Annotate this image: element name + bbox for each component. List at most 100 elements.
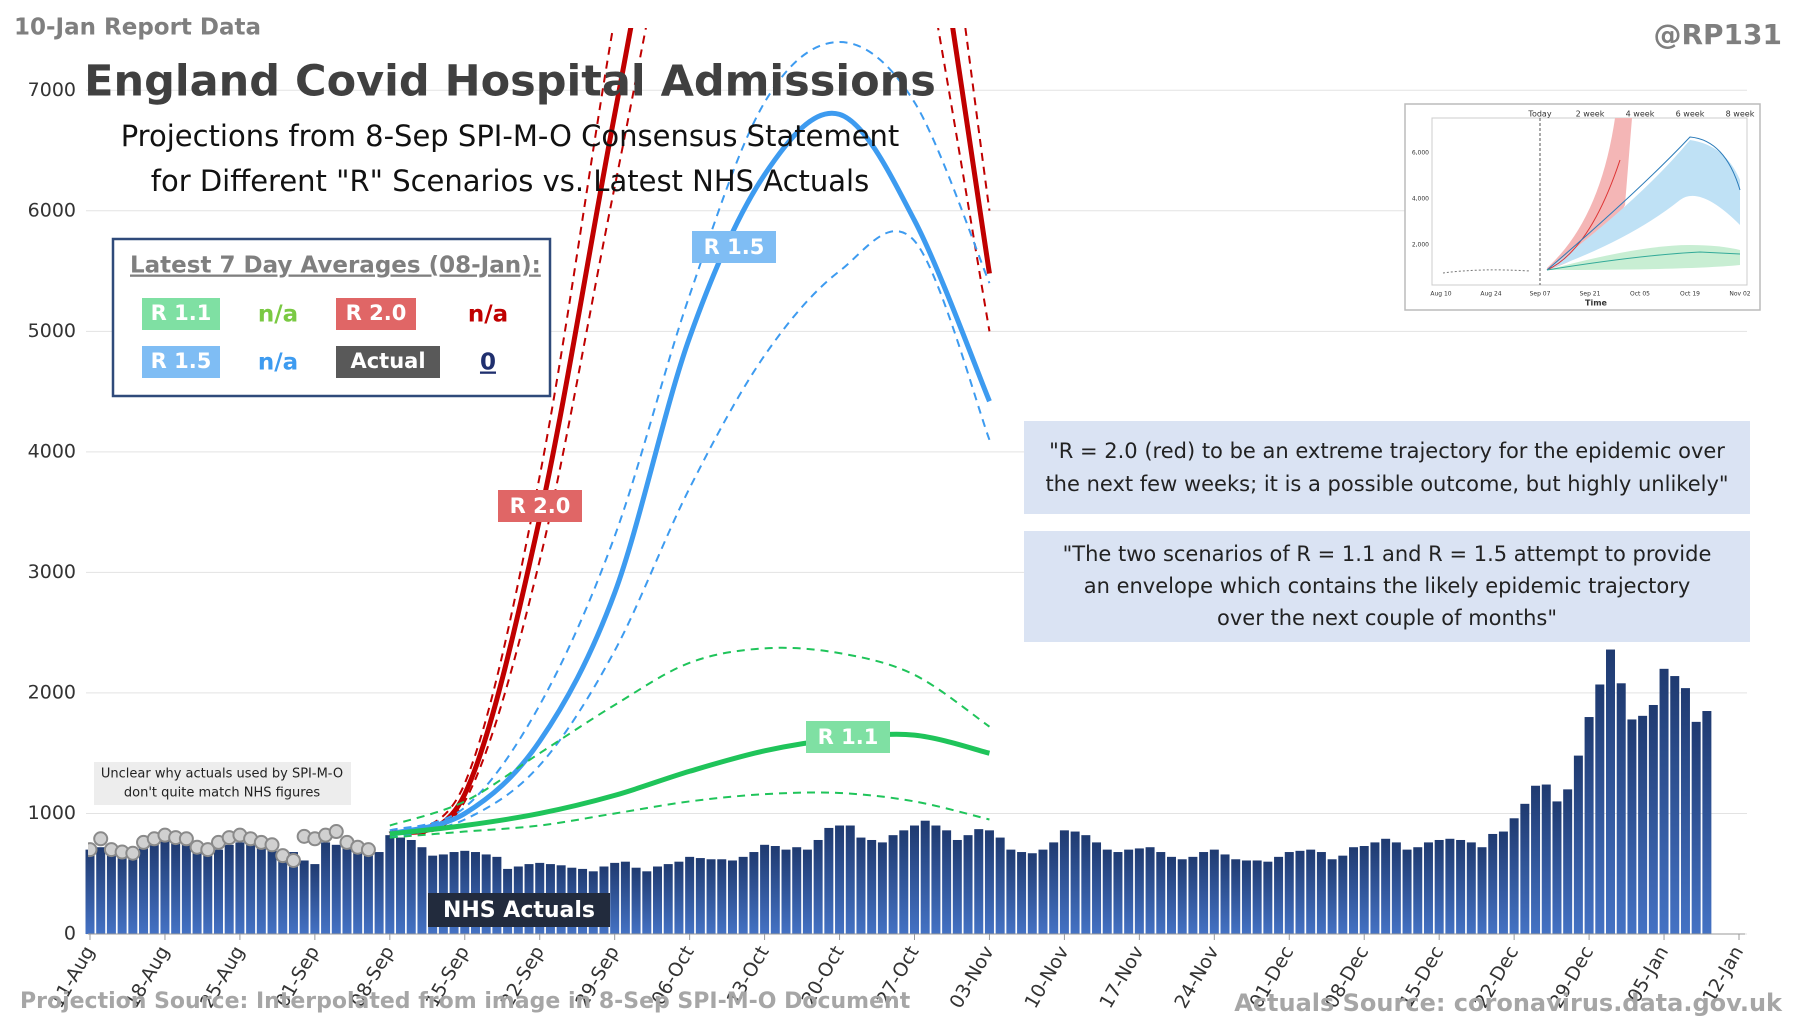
bar [1456, 839, 1466, 934]
bar [1338, 855, 1348, 934]
x-tick-label: 24-Nov [1170, 942, 1223, 1012]
bar [374, 852, 384, 934]
bar [867, 839, 877, 934]
series-label-box [498, 490, 582, 522]
bar [385, 835, 395, 934]
avg-label: Actual [350, 349, 425, 373]
bar [310, 864, 320, 934]
bar [781, 849, 791, 934]
bar [1209, 849, 1219, 934]
bar [1124, 849, 1134, 934]
x-tick-label: 10-Nov [1020, 942, 1073, 1012]
bar [942, 830, 952, 934]
bar [1648, 704, 1658, 934]
bar [85, 849, 95, 934]
bar [1573, 755, 1583, 934]
inset-label: Sep 07 [1530, 291, 1551, 298]
quote: "The two scenarios of R = 1.1 and R = 1.… [1063, 542, 1712, 566]
bar [417, 847, 427, 934]
bar [1274, 856, 1284, 934]
quote: "R = 2.0 (red) to be an extreme trajecto… [1049, 439, 1725, 463]
bar [1359, 846, 1369, 934]
bar [974, 829, 984, 934]
bar [1606, 649, 1616, 934]
bar [396, 837, 406, 934]
inset-label: 4,000 [1412, 196, 1429, 203]
bar [1541, 784, 1551, 934]
averages-box: Latest 7 Day Averages (08-Jan): R 1.1 n/… [111, 237, 552, 398]
bar [1327, 859, 1337, 934]
bar [995, 837, 1005, 934]
bar [353, 847, 363, 934]
bar [171, 842, 181, 934]
bar [802, 849, 812, 934]
inset-label: 4 week [1626, 110, 1655, 119]
spi-actual-point [285, 852, 301, 868]
bar [1466, 842, 1476, 934]
bar [1113, 852, 1123, 934]
bar [321, 842, 331, 934]
bar [717, 859, 727, 934]
bar [1081, 835, 1091, 934]
y-tick-label: 5000 [28, 320, 76, 342]
projection-line [389, 110, 992, 837]
quote-box [1024, 421, 1750, 514]
avg-value: n/a [468, 302, 508, 328]
bar [1263, 861, 1273, 934]
inset-label: 6,000 [1412, 150, 1429, 157]
bar [1638, 715, 1648, 934]
spi-actual-point [200, 842, 216, 858]
series-label: NHS Actuals [443, 898, 595, 923]
note-box [94, 762, 351, 805]
bar [1316, 852, 1326, 934]
inset-label: 8 week [1726, 110, 1755, 119]
x-tick-label: 03-Nov [945, 942, 998, 1012]
inset-label: 6 week [1676, 110, 1705, 119]
avg-value: n/a [258, 350, 298, 376]
bar [1402, 849, 1412, 934]
subtitle: for Different "R" Scenarios vs. Latest N… [151, 164, 869, 198]
inset-label: Sep 21 [1580, 291, 1601, 298]
bar [96, 847, 106, 934]
inset-label: Time [1585, 299, 1608, 308]
avg-label: R 1.1 [151, 301, 212, 325]
bar [363, 849, 373, 934]
bar [117, 854, 127, 934]
bar [1520, 803, 1530, 934]
avg-value: n/a [258, 302, 298, 328]
bar [299, 860, 309, 934]
inset-label: 2 week [1576, 110, 1605, 119]
bar [406, 839, 416, 934]
bar [1627, 719, 1637, 934]
bar [181, 841, 191, 934]
projection-line [389, 731, 991, 837]
bar [1252, 860, 1262, 934]
bar [1423, 842, 1433, 934]
inset-image: Today 2 week 4 week 6 week 8 week 6,000 … [1404, 103, 1761, 311]
bar [931, 825, 941, 934]
y-tick-label: 4000 [28, 440, 76, 462]
bar [706, 859, 716, 934]
bar [1188, 856, 1198, 934]
inset-label: Nov 02 [1729, 291, 1750, 298]
bar [695, 858, 705, 934]
bar [824, 827, 834, 934]
bar [910, 825, 919, 934]
bar [1413, 847, 1423, 934]
bar [1670, 676, 1680, 934]
bar [1445, 838, 1455, 934]
bar [749, 852, 759, 934]
bar [1434, 839, 1444, 934]
bar [1552, 801, 1562, 934]
bar [952, 839, 962, 934]
bar [1498, 831, 1508, 934]
bar [1241, 860, 1251, 934]
spi-actual-point [264, 837, 280, 853]
bar [1488, 833, 1498, 934]
bar [267, 847, 277, 934]
projection-bound [389, 41, 991, 832]
bar [1306, 849, 1316, 934]
bar [1563, 789, 1573, 934]
series-label: R 1.1 [818, 725, 879, 749]
